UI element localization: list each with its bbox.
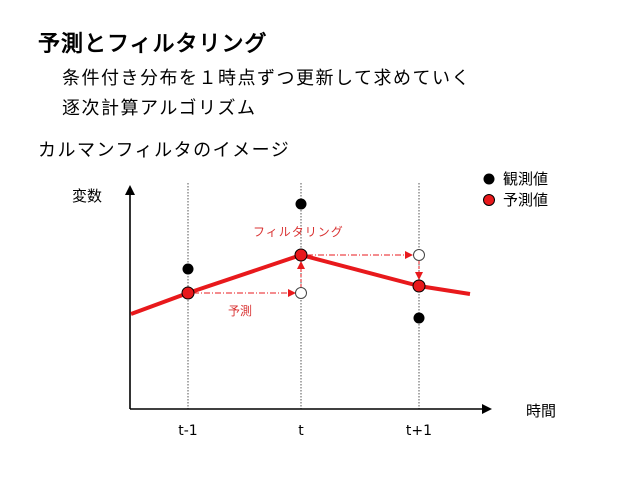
predicted-open-marker-t-plus-1: [413, 249, 425, 261]
filtered-marker-t-minus-1: [181, 286, 195, 300]
time-label-t-minus-1: t-1: [178, 423, 197, 439]
prediction-label: 予測: [228, 304, 252, 318]
subtitle-line-1: 条件付き分布を１時点ずつ更新して求めていく: [62, 68, 471, 89]
observed-marker-t: [295, 198, 307, 210]
observed-marker-t-minus-1: [182, 263, 194, 275]
filtered-marker-t: [294, 248, 308, 262]
time-label-t-plus-1: t+1: [406, 423, 432, 439]
slide-title: 予測とフィルタリング: [38, 32, 268, 57]
legend-predicted-label: 予測値: [503, 191, 548, 209]
filtered-marker-t-plus-1: [412, 279, 426, 293]
section-heading: カルマンフィルタのイメージ: [38, 140, 291, 161]
time-label-t: t: [298, 423, 304, 439]
legend-observed-marker: [483, 173, 495, 185]
filtering-label: フィルタリング: [253, 225, 344, 239]
legend: 観測値 予測値: [483, 170, 548, 209]
legend-predicted-marker: [483, 194, 495, 206]
subtitle-line-2: 逐次計算アルゴリズム: [62, 98, 257, 119]
observed-marker-t-plus-1: [413, 312, 425, 324]
predicted-open-marker-t: [295, 287, 307, 299]
legend-observed-label: 観測値: [503, 170, 548, 188]
x-axis-label: 時間: [526, 402, 556, 420]
y-axis-label: 変数: [72, 187, 102, 205]
